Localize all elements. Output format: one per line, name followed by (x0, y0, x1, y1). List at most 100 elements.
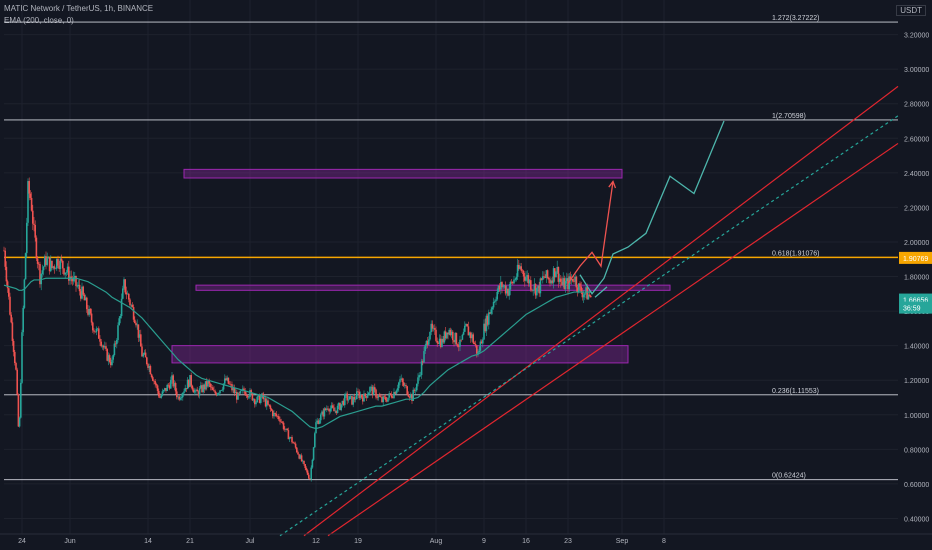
y-tick-label: 3.20000 (904, 33, 929, 40)
candle-body (317, 420, 320, 424)
y-tick-label: 2.00000 (904, 240, 929, 247)
candle-body (480, 341, 483, 344)
candle-body (96, 328, 99, 330)
candle-body (587, 294, 590, 300)
x-tick-label: Jun (64, 538, 75, 545)
candle-body (358, 391, 360, 399)
candle-body (192, 389, 195, 393)
candle-body (200, 385, 202, 389)
candle-body (275, 413, 278, 417)
candle-body (8, 288, 10, 297)
candle-body (35, 237, 38, 259)
fib-level-label: 1.272(3.27222) (772, 15, 819, 22)
y-tick-label: 0.80000 (904, 447, 929, 454)
candle-body (152, 377, 154, 381)
x-tick-label: 8 (662, 538, 666, 545)
candle-body (268, 404, 270, 406)
candle-body (498, 285, 501, 290)
candle-body (87, 309, 89, 315)
candle-body (29, 193, 32, 198)
candle-body (353, 397, 356, 400)
candle-body (106, 349, 108, 361)
price-label-text: 1.66656 (903, 298, 928, 305)
x-tick-label: 9 (482, 538, 486, 545)
candle-body (102, 345, 105, 348)
candle-body (83, 294, 86, 301)
candle-body (416, 383, 418, 391)
price-label-box (899, 301, 932, 314)
candle-body (298, 454, 300, 459)
candle-body (464, 325, 466, 332)
candle-body (345, 393, 347, 395)
candle-body (285, 428, 287, 430)
candle-body (562, 278, 564, 286)
candle-body (486, 315, 489, 325)
candle-body (128, 293, 130, 300)
candle-body (161, 391, 164, 396)
candle-body (468, 332, 471, 336)
candle-body (140, 334, 142, 347)
candle-body (557, 266, 560, 282)
candle-body (135, 322, 137, 326)
y-tick-label: 2.60000 (904, 136, 929, 143)
candle-body (453, 340, 455, 343)
ema-200-line (3, 277, 592, 430)
resistance-zone (183, 168, 623, 179)
candle-body (443, 331, 446, 343)
candle-body (90, 313, 93, 323)
candle-body (519, 266, 521, 269)
candle-body (93, 330, 95, 332)
candle-body (435, 329, 437, 341)
candle-body (293, 443, 296, 444)
candle-body (129, 299, 131, 306)
candle-body (92, 322, 94, 331)
candle-body (467, 326, 470, 336)
candle-body (3, 250, 5, 252)
candle-body (514, 279, 516, 281)
candle-body (341, 400, 344, 405)
candle-body (491, 307, 494, 310)
candle-body (584, 293, 586, 295)
candle-body (372, 387, 375, 395)
candle-body (114, 343, 117, 345)
candle-body (412, 389, 414, 401)
candle-body (98, 328, 100, 339)
candle-body (323, 408, 326, 417)
candle-body (160, 395, 162, 398)
candle-body (525, 277, 527, 281)
candle-body (184, 388, 186, 392)
candle-body (454, 332, 456, 343)
candle-body (207, 380, 209, 387)
candle-body (436, 340, 438, 343)
candle-body (533, 284, 536, 291)
x-tick-label: 24 (18, 538, 26, 545)
candle-body (113, 343, 116, 356)
candle-body (214, 391, 216, 394)
candle-body (291, 437, 293, 443)
candle-body (510, 281, 513, 283)
candle-body (81, 286, 83, 299)
candle-body (414, 390, 417, 391)
candle-body (86, 297, 88, 310)
candle-body (333, 407, 335, 412)
candle-body (479, 341, 482, 351)
candle-body (461, 334, 464, 340)
candle-body (585, 287, 587, 294)
candle-body (456, 344, 459, 347)
y-tick-label: 3.00000 (904, 67, 929, 74)
candle-body (537, 285, 539, 289)
x-tick-label: 23 (564, 538, 572, 545)
candle-body (579, 283, 581, 287)
candle-body (383, 396, 386, 398)
candle-body (172, 375, 174, 387)
currency-badge[interactable]: USDT (896, 5, 926, 16)
candle-body (149, 366, 152, 375)
candle-body (526, 275, 528, 278)
candle-body (512, 281, 514, 284)
candle-body (350, 396, 352, 397)
candle-body (250, 390, 252, 393)
candle-body (297, 452, 299, 455)
candle-body (309, 478, 311, 480)
candle-body (218, 393, 220, 394)
